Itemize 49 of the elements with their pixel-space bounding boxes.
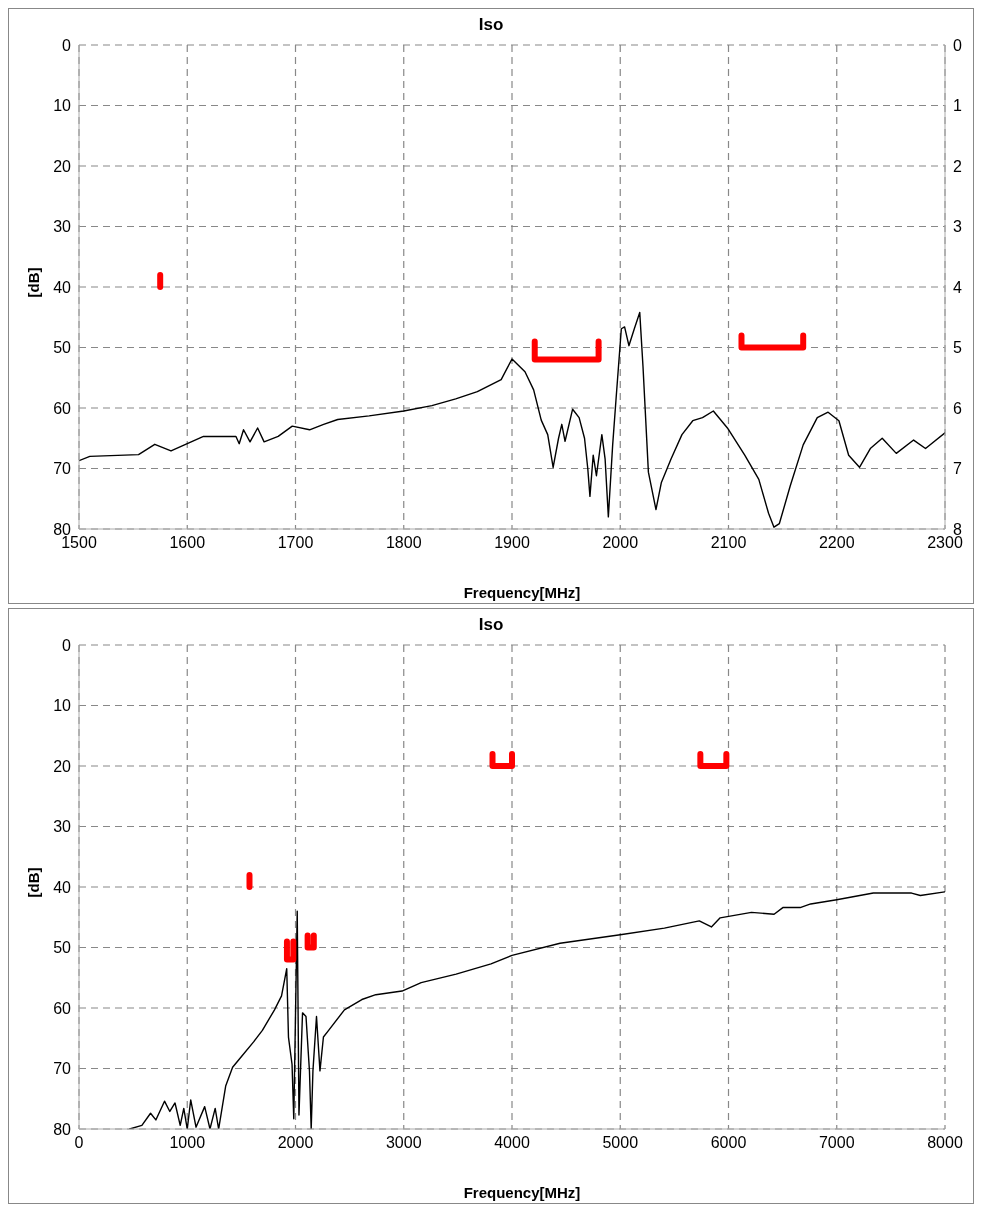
x-tick-label: 2000	[602, 534, 639, 552]
chart-title: Iso	[477, 15, 505, 35]
x-tick-label: 2000	[277, 1134, 314, 1152]
x-axis-title: Frequency[MHz]	[462, 584, 582, 601]
y-tick-label: 70	[53, 1060, 72, 1078]
x-tick-label: 1600	[169, 534, 206, 552]
y-tick-label: 10	[53, 97, 72, 115]
y-tick-label: 40	[53, 878, 72, 896]
x-tick-label: 7000	[818, 1134, 855, 1152]
y-tick-label: 40	[53, 278, 72, 296]
y2-tick-label: 5	[953, 339, 962, 357]
x-axis-title: Frequency[MHz]	[462, 1184, 582, 1201]
x-tick-label: 5000	[602, 1134, 639, 1152]
x-tick-label: 4000	[494, 1134, 530, 1152]
x-tick-label: 2100	[710, 534, 747, 552]
x-tick-label: 1900	[494, 534, 530, 552]
x-tick-label: 2200	[818, 534, 855, 552]
x-tick-label: 1800	[385, 534, 422, 552]
y2-tick-label: 6	[953, 399, 962, 417]
y-tick-label: 20	[53, 757, 72, 775]
y2-tick-label: 3	[953, 218, 962, 236]
y-tick-label: 30	[53, 818, 72, 836]
x-tick-label: 1500	[61, 534, 97, 552]
y2-tick-label: 0	[953, 36, 962, 54]
chart-title: Iso	[477, 615, 505, 635]
y-tick-label: 0	[62, 636, 72, 654]
y2-tick-label: 2	[953, 157, 962, 175]
y-tick-label: 30	[53, 218, 72, 236]
y-tick-label: 0	[62, 36, 72, 54]
y2-tick-label: 1	[953, 97, 962, 115]
y-tick-label: 60	[53, 999, 72, 1017]
x-tick-label: 2300	[927, 534, 963, 552]
x-tick-label: 3000	[385, 1134, 422, 1152]
x-tick-label: 1000	[169, 1134, 206, 1152]
y-tick-label: 20	[53, 157, 72, 175]
x-tick-label: 6000	[710, 1134, 747, 1152]
y-tick-label: 60	[53, 399, 72, 417]
y-tick-label: 50	[53, 939, 72, 957]
x-tick-label: 0	[74, 1134, 84, 1152]
y2-tick-label: 4	[953, 278, 962, 296]
y2-tick-label: 7	[953, 460, 962, 478]
y-tick-label: 10	[53, 697, 72, 715]
y-tick-label: 70	[53, 460, 72, 478]
x-tick-label: 1700	[277, 534, 314, 552]
x-tick-label: 8000	[927, 1134, 963, 1152]
y-axis-title: [dB]	[24, 866, 42, 900]
y-tick-label: 80	[53, 1120, 72, 1138]
y-axis-title: [dB]	[24, 266, 42, 300]
y-tick-label: 50	[53, 339, 72, 357]
